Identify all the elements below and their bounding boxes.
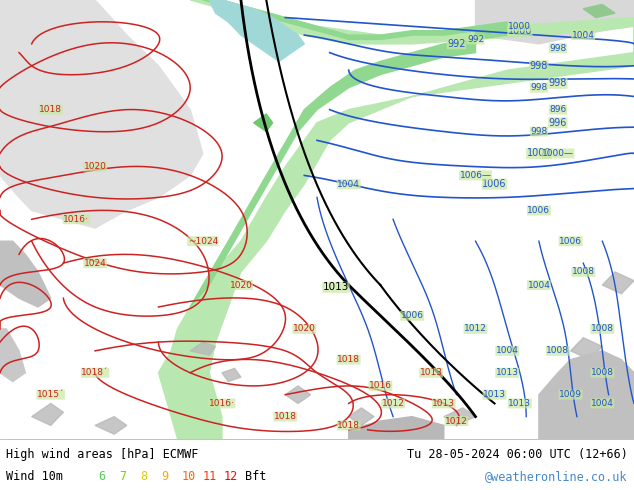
Text: 7: 7	[119, 470, 126, 484]
Text: 992: 992	[447, 39, 466, 49]
Text: 11: 11	[203, 470, 217, 484]
Text: 998: 998	[530, 83, 548, 92]
Polygon shape	[444, 408, 476, 425]
Text: 12: 12	[224, 470, 238, 484]
Polygon shape	[32, 403, 63, 425]
Text: 1000: 1000	[508, 25, 532, 36]
Text: 1020: 1020	[293, 324, 316, 333]
Text: @weatheronline.co.uk: @weatheronline.co.uk	[485, 470, 628, 484]
Text: 1013: 1013	[323, 282, 349, 292]
Text: 6: 6	[98, 470, 105, 484]
Text: 1013: 1013	[508, 399, 531, 408]
Text: 1016: 1016	[369, 381, 392, 391]
Text: Wind 10m: Wind 10m	[6, 470, 63, 484]
Polygon shape	[539, 395, 571, 412]
Polygon shape	[158, 0, 634, 439]
Polygon shape	[0, 0, 203, 228]
Text: 1013: 1013	[496, 368, 519, 377]
Text: 1018: 1018	[337, 421, 360, 430]
Polygon shape	[571, 338, 602, 360]
Text: 1006—: 1006—	[460, 171, 491, 180]
Text: 1012: 1012	[464, 324, 487, 333]
Text: 998: 998	[549, 78, 567, 88]
Polygon shape	[0, 329, 25, 382]
Text: 1000: 1000	[508, 22, 531, 31]
Polygon shape	[209, 0, 304, 61]
Text: Bft: Bft	[245, 470, 266, 484]
Text: 1018: 1018	[337, 355, 360, 364]
Text: 1006: 1006	[559, 237, 582, 245]
Text: ~1024: ~1024	[188, 237, 218, 245]
Text: 998: 998	[530, 127, 548, 136]
Polygon shape	[539, 351, 634, 439]
Text: 996: 996	[549, 118, 567, 128]
Text: 1006: 1006	[527, 206, 550, 215]
Text: 998: 998	[530, 61, 548, 71]
Polygon shape	[190, 0, 507, 307]
Text: 1016·: 1016·	[209, 399, 235, 408]
Text: 1013: 1013	[432, 399, 455, 408]
Text: 1006: 1006	[482, 179, 507, 189]
Text: 1018: 1018	[274, 412, 297, 421]
Text: 1016·: 1016·	[63, 215, 89, 224]
Polygon shape	[476, 0, 634, 44]
Polygon shape	[602, 272, 634, 294]
Text: 1004: 1004	[591, 399, 614, 408]
Text: 1008: 1008	[591, 324, 614, 333]
Text: 1000: 1000	[527, 148, 551, 158]
Text: 1006: 1006	[401, 311, 424, 320]
Text: Tu 28-05-2024 06:00 UTC (12+66): Tu 28-05-2024 06:00 UTC (12+66)	[407, 448, 628, 461]
Text: 1004: 1004	[572, 30, 595, 40]
Text: 1000—: 1000—	[542, 149, 574, 158]
Text: 1012: 1012	[445, 416, 468, 425]
Text: 1008: 1008	[572, 268, 595, 276]
Text: 998: 998	[549, 44, 567, 53]
Text: 1008: 1008	[547, 346, 569, 355]
Text: 1004: 1004	[337, 180, 360, 189]
Text: 9: 9	[161, 470, 168, 484]
Polygon shape	[190, 342, 216, 355]
Text: 1012: 1012	[382, 399, 404, 408]
Polygon shape	[95, 416, 127, 434]
Polygon shape	[0, 241, 51, 307]
Text: 1013: 1013	[420, 368, 443, 377]
Text: 1008: 1008	[591, 368, 614, 377]
Text: 1018: 1018	[39, 105, 62, 114]
Polygon shape	[285, 386, 311, 403]
Polygon shape	[349, 408, 374, 425]
Text: 1024: 1024	[84, 259, 107, 268]
Text: 1020: 1020	[230, 281, 252, 290]
Polygon shape	[222, 368, 241, 382]
Text: High wind areas [hPa] ECMWF: High wind areas [hPa] ECMWF	[6, 448, 198, 461]
Polygon shape	[583, 4, 615, 18]
Text: 1018´: 1018´	[81, 368, 109, 377]
Text: 10: 10	[182, 470, 196, 484]
Text: 1013: 1013	[483, 390, 506, 399]
Text: 1015´: 1015´	[37, 390, 65, 399]
Text: 896: 896	[549, 105, 567, 114]
Text: 1009: 1009	[559, 390, 582, 399]
Text: 1020: 1020	[84, 162, 107, 171]
Text: 1004: 1004	[496, 346, 519, 355]
Text: 1004: 1004	[527, 281, 550, 290]
Text: 8: 8	[140, 470, 147, 484]
Polygon shape	[254, 114, 273, 131]
Text: 992: 992	[467, 35, 484, 44]
Polygon shape	[349, 416, 444, 439]
